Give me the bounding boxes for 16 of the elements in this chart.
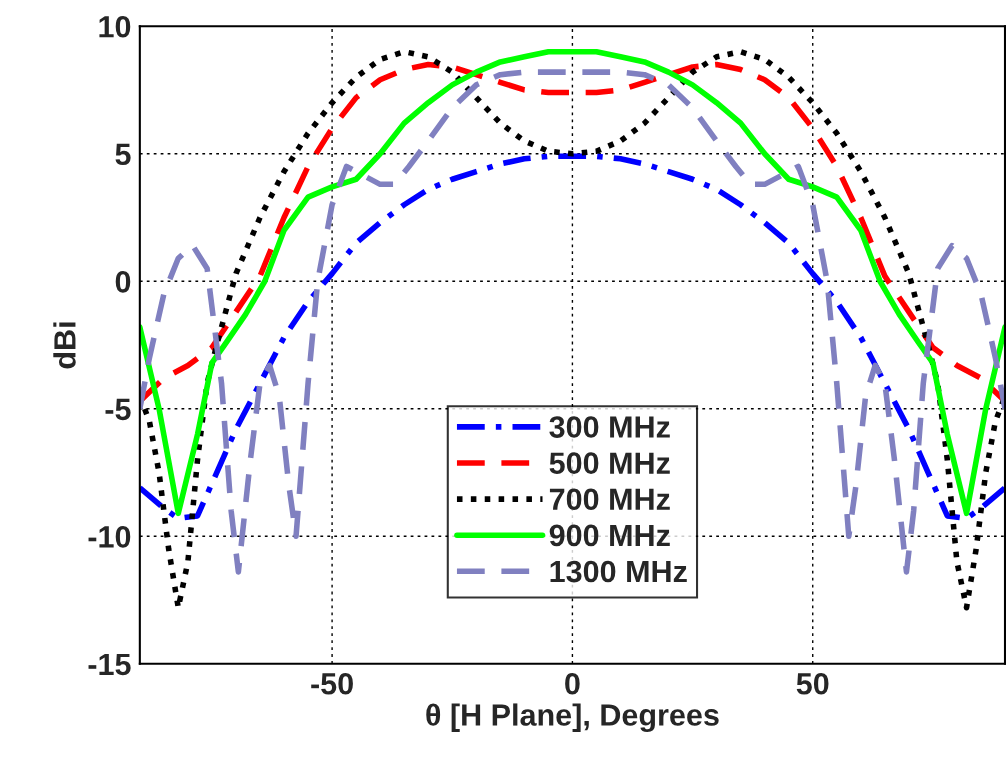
legend-label: 700 MHz bbox=[549, 488, 670, 511]
legend-label: 500 MHz bbox=[549, 452, 670, 474]
y-tick-label: -10 bbox=[88, 526, 131, 548]
x-axis-title: θ [H Plane], Degrees bbox=[426, 703, 719, 733]
y-axis-title: dBi bbox=[53, 322, 76, 369]
y-tick-label: 5 bbox=[115, 143, 131, 166]
x-tick-label: -50 bbox=[311, 672, 353, 695]
y-tick-label: -5 bbox=[105, 398, 131, 421]
y-tick-label: -15 bbox=[88, 653, 131, 676]
legend-label: 900 MHz bbox=[549, 524, 670, 547]
legend-label: 1300 MHz bbox=[550, 560, 687, 583]
y-tick-label: 10 bbox=[99, 15, 131, 38]
y-tick-label: 0 bbox=[115, 271, 131, 293]
x-tick-label: 50 bbox=[796, 672, 829, 695]
legend-label: 300 MHz bbox=[549, 416, 670, 438]
x-tick-label: 0 bbox=[565, 672, 580, 695]
